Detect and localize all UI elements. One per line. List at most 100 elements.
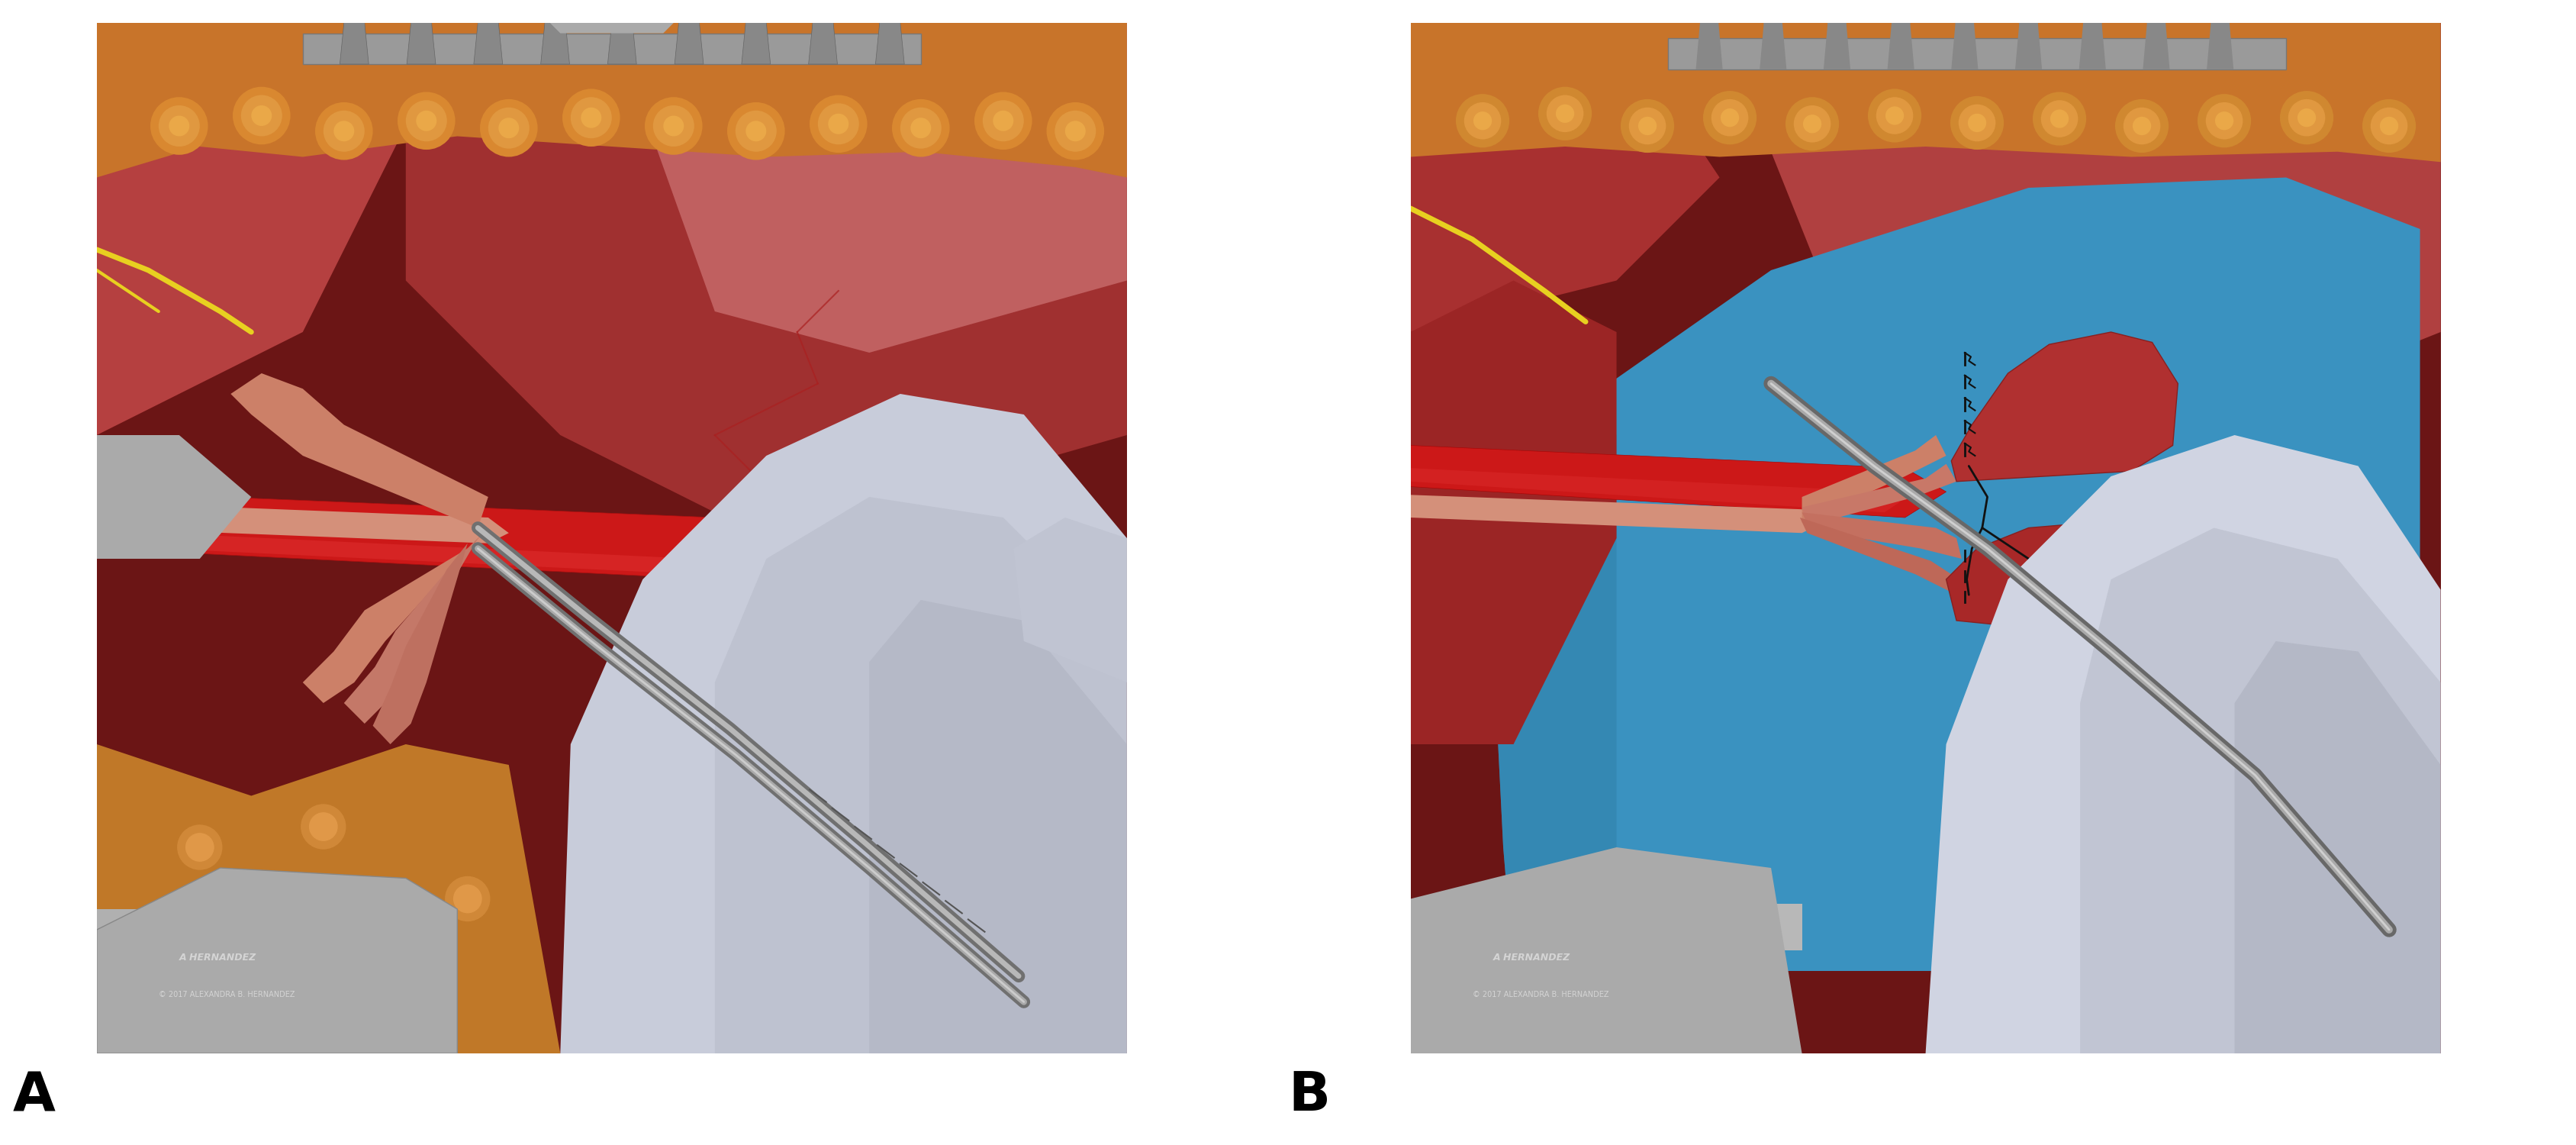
Polygon shape <box>541 23 569 64</box>
Polygon shape <box>232 373 489 528</box>
Polygon shape <box>742 23 770 64</box>
Circle shape <box>371 925 399 955</box>
Polygon shape <box>1803 513 1960 559</box>
Circle shape <box>809 95 868 152</box>
Text: A HERNANDEZ: A HERNANDEZ <box>180 953 258 963</box>
Circle shape <box>1886 106 1904 125</box>
Polygon shape <box>1012 518 1126 682</box>
Polygon shape <box>98 502 510 544</box>
Circle shape <box>909 118 930 139</box>
Circle shape <box>1721 109 1739 127</box>
Circle shape <box>178 824 222 870</box>
Circle shape <box>185 832 214 862</box>
Circle shape <box>2210 14 2228 32</box>
Polygon shape <box>551 23 672 33</box>
Circle shape <box>252 105 273 126</box>
Circle shape <box>2197 94 2251 148</box>
Polygon shape <box>304 33 920 64</box>
Circle shape <box>345 13 366 33</box>
Circle shape <box>662 116 683 136</box>
Circle shape <box>677 13 698 33</box>
Polygon shape <box>2233 641 2439 1053</box>
Polygon shape <box>98 435 252 559</box>
Polygon shape <box>1803 464 1955 526</box>
Text: A HERNANDEZ: A HERNANDEZ <box>1494 953 1571 963</box>
Circle shape <box>2115 100 2169 152</box>
Circle shape <box>1968 113 1986 132</box>
Polygon shape <box>407 23 1126 538</box>
Polygon shape <box>98 744 562 1053</box>
Circle shape <box>453 884 482 914</box>
Circle shape <box>1950 96 2004 150</box>
Polygon shape <box>1412 23 2439 1053</box>
Circle shape <box>412 13 433 33</box>
Text: © 2017 ALEXANDRA B. HERNANDEZ: © 2017 ALEXANDRA B. HERNANDEZ <box>1473 990 1607 998</box>
Polygon shape <box>1412 23 2439 163</box>
Polygon shape <box>1695 23 1723 69</box>
Circle shape <box>397 92 456 150</box>
Polygon shape <box>98 868 459 1053</box>
Circle shape <box>582 108 603 128</box>
Circle shape <box>1054 111 1095 152</box>
Circle shape <box>2040 101 2079 137</box>
Circle shape <box>1710 100 1749 136</box>
Circle shape <box>1703 90 1757 144</box>
Circle shape <box>170 116 191 136</box>
Circle shape <box>2084 14 2102 32</box>
Circle shape <box>479 13 500 33</box>
Circle shape <box>149 97 209 155</box>
Polygon shape <box>2143 23 2169 69</box>
Polygon shape <box>1950 23 1978 69</box>
Circle shape <box>2287 100 2326 136</box>
Polygon shape <box>809 23 837 64</box>
Circle shape <box>1556 104 1574 123</box>
Circle shape <box>417 111 438 132</box>
Circle shape <box>734 111 775 152</box>
Circle shape <box>726 102 786 160</box>
Polygon shape <box>876 23 904 64</box>
Circle shape <box>1538 87 1592 141</box>
Circle shape <box>325 111 366 152</box>
Polygon shape <box>868 600 1126 1053</box>
Circle shape <box>817 103 858 144</box>
Circle shape <box>489 108 531 149</box>
Polygon shape <box>1412 23 1721 332</box>
Circle shape <box>479 100 538 157</box>
Circle shape <box>1765 14 1783 32</box>
Circle shape <box>652 105 693 147</box>
Circle shape <box>2020 14 2038 32</box>
Text: B: B <box>1288 1069 1329 1122</box>
Polygon shape <box>675 23 703 64</box>
Circle shape <box>446 876 489 922</box>
Circle shape <box>2380 117 2398 135</box>
Polygon shape <box>1945 522 2161 637</box>
Circle shape <box>2215 111 2233 131</box>
Polygon shape <box>1927 435 2439 1053</box>
Circle shape <box>827 113 848 134</box>
Circle shape <box>2032 92 2087 145</box>
Circle shape <box>1064 121 1084 142</box>
Polygon shape <box>1494 177 2419 971</box>
Circle shape <box>878 13 899 33</box>
Circle shape <box>1046 102 1105 160</box>
Circle shape <box>301 804 345 850</box>
Circle shape <box>572 97 613 139</box>
Circle shape <box>242 95 283 136</box>
Polygon shape <box>98 23 1126 1053</box>
Circle shape <box>268 905 296 934</box>
Circle shape <box>2205 102 2244 140</box>
Polygon shape <box>98 23 1126 177</box>
Circle shape <box>363 917 407 963</box>
Polygon shape <box>374 544 469 744</box>
Polygon shape <box>1759 23 1788 69</box>
Circle shape <box>1455 94 1510 148</box>
Circle shape <box>1955 14 1973 32</box>
Circle shape <box>1891 14 1911 32</box>
Circle shape <box>1803 114 1821 133</box>
Circle shape <box>1638 117 1656 135</box>
Polygon shape <box>1801 518 1955 595</box>
Circle shape <box>899 108 940 149</box>
Polygon shape <box>2208 23 2233 69</box>
Circle shape <box>811 13 832 33</box>
Circle shape <box>2133 117 2151 135</box>
